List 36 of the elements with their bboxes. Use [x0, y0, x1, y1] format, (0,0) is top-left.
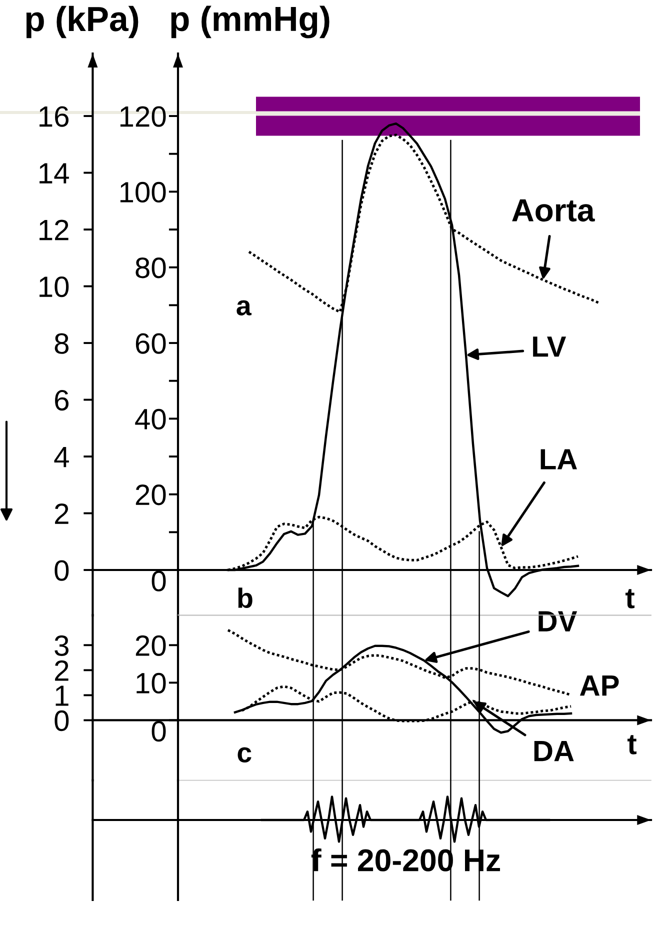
y2-tick-label: 10 — [40, 276, 69, 298]
y-tick-label: 80 — [136, 258, 166, 278]
text: DV — [538, 611, 578, 632]
y2-tick-label: 3 — [54, 635, 69, 656]
annotation: a — [236, 300, 252, 316]
x-axis-title: t — [628, 735, 636, 754]
text: LA — [540, 449, 577, 470]
y2-tick-label: 12 — [40, 220, 68, 240]
y-tick-label: 20 — [136, 484, 166, 506]
y2-tick-label: 14 — [40, 163, 69, 184]
y2-tick-label: 16 — [40, 106, 69, 127]
legend-label: LV — [533, 336, 566, 357]
y-axis-title: p (mmHg) — [171, 6, 330, 38]
y-tick-label: 10 — [136, 672, 166, 694]
series-label: Aorta — [512, 199, 595, 222]
series-label: DA — [534, 741, 574, 762]
y2-tick-label: 2 — [55, 660, 68, 681]
y-tick-label: 100 — [120, 182, 166, 203]
y-tick-label: 0 — [152, 570, 166, 592]
y2-tick-label: 4 — [54, 447, 69, 468]
y-tick-label: 60 — [136, 333, 166, 354]
y2-tick-label: 2 — [55, 503, 68, 524]
y-tick-label: 40 — [135, 408, 166, 430]
x-axis-title: t — [626, 589, 634, 608]
series-label: AP — [580, 676, 619, 696]
y2-tick-label: 1 — [56, 686, 68, 706]
y2-tick-label: 0 — [54, 560, 69, 581]
y-tick-label: 20 — [136, 635, 166, 656]
y2-axis-title: p (kPa) — [26, 6, 138, 38]
y-tick-label: 0 — [152, 720, 166, 742]
annotation: b — [238, 588, 252, 608]
y2-tick-label: 0 — [54, 710, 69, 732]
y2-tick-label: 8 — [54, 333, 69, 354]
y2-tick-label: 6 — [55, 390, 69, 411]
y-tick-label: 120 — [120, 106, 166, 127]
annotation: c — [238, 747, 252, 762]
